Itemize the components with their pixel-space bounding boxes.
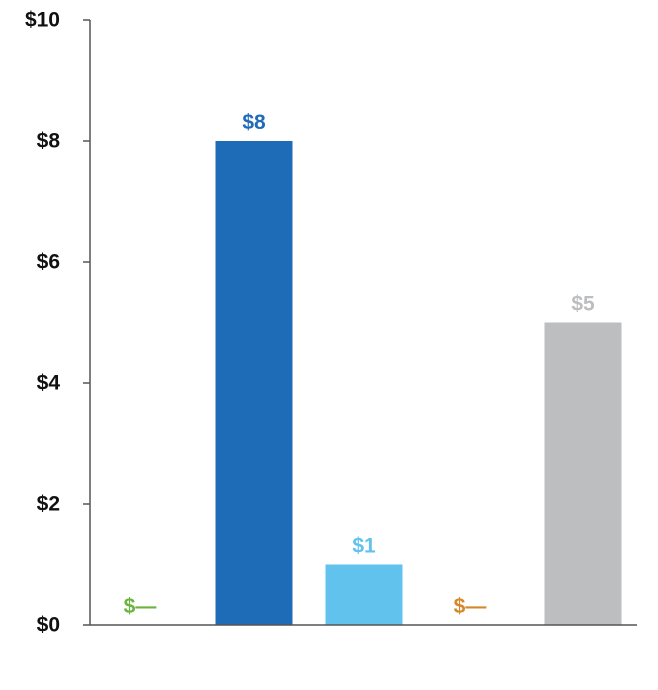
bar-value-label: $5 bbox=[571, 293, 595, 316]
bar-value-label: $1 bbox=[352, 535, 376, 558]
bar bbox=[325, 564, 403, 625]
y-tick-label: $4 bbox=[37, 372, 61, 395]
y-tick-label: $10 bbox=[25, 9, 60, 32]
y-tick-label: $2 bbox=[37, 493, 60, 516]
bar bbox=[215, 141, 293, 625]
bars bbox=[215, 141, 622, 625]
bar bbox=[544, 322, 622, 625]
y-axis-ticks: $0 $2 $4 $6 $8 $10 bbox=[25, 9, 90, 637]
bar-value-label: $— bbox=[124, 595, 157, 618]
y-tick-label: $0 bbox=[37, 614, 60, 637]
y-tick-label: $8 bbox=[37, 130, 61, 153]
data-labels: $— $8 $1 $— $5 bbox=[124, 111, 595, 618]
bar-value-label: $8 bbox=[242, 111, 266, 134]
y-tick-label: $6 bbox=[37, 251, 60, 274]
bar-value-label: $— bbox=[454, 595, 487, 618]
